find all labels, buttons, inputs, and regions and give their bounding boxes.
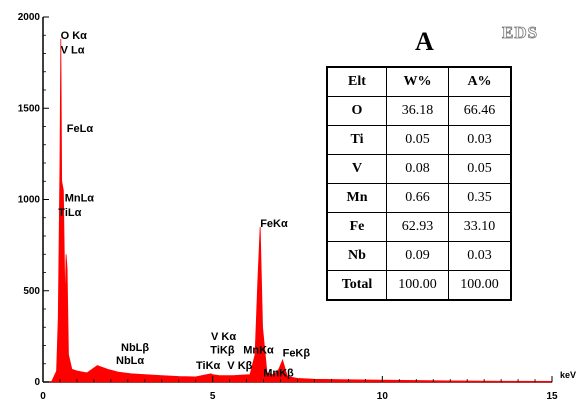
peak-label: MnKβ [263, 368, 294, 380]
value-cell: 0.08 [386, 154, 449, 184]
table-header-cell: W% [386, 67, 449, 97]
peak-label: MnKα [243, 345, 274, 357]
table-header-cell: Elt [327, 67, 387, 97]
element-cell: Nb [327, 241, 387, 271]
x-axis-label: keV [560, 370, 576, 380]
element-cell: Total [327, 270, 387, 300]
x-tick-label: 0 [40, 391, 46, 402]
element-cell: V [327, 154, 387, 184]
y-tick-label: 1500 [18, 103, 41, 114]
value-cell: 0.03 [448, 241, 511, 271]
value-cell: 100.00 [386, 270, 449, 300]
peak-label: FeKα [260, 218, 288, 230]
x-tick-label: 10 [377, 391, 389, 402]
peak-label: TiKβ [210, 345, 235, 357]
peak-label: FeKβ [283, 347, 311, 359]
value-cell: 33.10 [448, 212, 511, 242]
spectrum-series [43, 38, 553, 383]
value-cell: 0.35 [448, 183, 511, 213]
element-cell: Ti [327, 125, 387, 155]
x-tick-label: 15 [546, 391, 558, 402]
table-header-row: Elt W% A% [327, 67, 511, 97]
table-row: V 0.08 0.05 [327, 154, 511, 184]
panel-letter: A [415, 27, 434, 56]
value-cell: 66.46 [448, 96, 511, 126]
peak-label: MnLα [65, 192, 95, 204]
peak-label: TiLα [58, 207, 81, 219]
element-cell: Fe [327, 212, 387, 242]
element-cell: Mn [327, 183, 387, 213]
peak-label: NbLα [116, 355, 144, 367]
table-row: Fe 62.93 33.10 [327, 212, 511, 242]
spectrum-area [43, 38, 553, 383]
value-cell: 62.93 [386, 212, 449, 242]
table-row: O 36.18 66.46 [327, 96, 511, 126]
value-cell: 0.03 [448, 125, 511, 155]
table-row: Ti 0.05 0.03 [327, 125, 511, 155]
peak-label: TiKα [196, 360, 221, 372]
value-cell: 36.18 [386, 96, 449, 126]
value-cell: 100.00 [448, 270, 511, 300]
axis-ticks: 0 500 1000 1500 2000 0 5 10 15 keV [18, 12, 576, 402]
peak-label: V Kα [211, 331, 236, 343]
y-tick-label: 1000 [18, 195, 41, 206]
table-row: Total 100.00 100.00 [327, 270, 511, 300]
peak-label: V Kβ [227, 360, 252, 372]
value-cell: 0.09 [386, 241, 449, 271]
composition-table: Elt W% A% O 36.18 66.46 Ti 0.05 0.03 V 0.08 0.05 Mn 0… [326, 66, 512, 301]
peak-label: V Lα [61, 45, 85, 57]
y-tick-label: 2000 [18, 12, 41, 23]
peak-label: NbLβ [121, 342, 149, 354]
value-cell: 0.05 [448, 154, 511, 184]
peak-label: O Kα [61, 30, 88, 42]
eds-logo: EDS [502, 23, 538, 42]
value-cell: 0.66 [386, 183, 449, 213]
y-tick-label: 500 [23, 286, 40, 297]
table-row: Mn 0.66 0.35 [327, 183, 511, 213]
y-tick-label: 0 [34, 377, 40, 388]
table-header-cell: A% [448, 67, 511, 97]
table-row: Nb 0.09 0.03 [327, 241, 511, 271]
x-tick-label: 5 [210, 391, 216, 402]
element-cell: O [327, 96, 387, 126]
value-cell: 0.05 [386, 125, 449, 155]
peak-label: FeLα [67, 123, 94, 135]
